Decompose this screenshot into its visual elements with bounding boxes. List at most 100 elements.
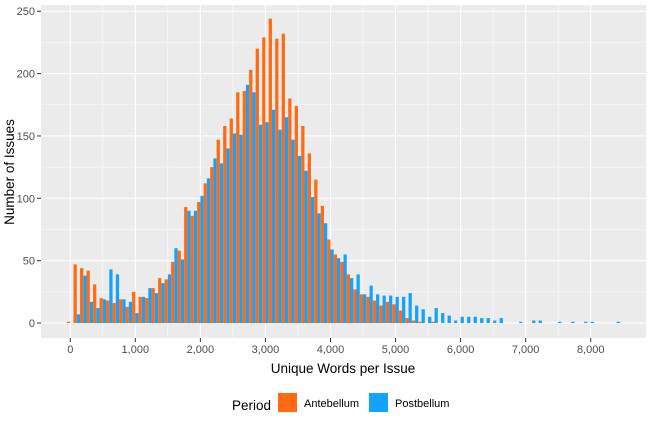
bar-antebellum [99,298,103,324]
x-tick-label: 4,000 [317,344,345,356]
bar-antebellum [106,300,110,324]
bar-postbellum [356,274,360,324]
y-tick-label: 50 [23,256,35,268]
bar-postbellum [271,109,276,324]
bar-postbellum [499,318,503,324]
x-tick-label: 8,000 [577,344,605,356]
legend-label-antebellum: Antebellum [304,398,359,410]
bar-antebellum [229,118,233,324]
bar-postbellum [96,308,100,324]
bar-postbellum [395,296,399,324]
bar-postbellum [141,296,146,324]
bar-antebellum [275,38,279,324]
bar-postbellum [102,299,107,324]
x-axis-title: Unique Words per Issue [271,361,416,376]
bars [67,18,620,324]
bar-antebellum [268,18,272,324]
bar-postbellum [389,295,393,324]
bar-postbellum [616,321,620,324]
bar-antebellum [67,321,71,324]
bar-postbellum [278,129,282,324]
x-tick-label: 2,000 [187,344,215,356]
legend-swatch-postbellum [369,393,388,412]
bar-postbellum [343,254,347,324]
bar-antebellum [80,268,84,324]
bar-postbellum [538,320,542,324]
bar-antebellum [327,239,331,324]
bar-postbellum [291,139,295,324]
y-tick-label: 150 [17,131,35,143]
bar-antebellum [145,298,149,324]
bar-antebellum [190,215,194,324]
bar-postbellum [252,92,256,324]
bar-postbellum [297,155,302,324]
bar-antebellum [132,291,136,324]
bar-antebellum [86,270,90,324]
bar-antebellum [151,288,155,324]
bar-antebellum [379,305,383,324]
bar-postbellum [519,321,523,324]
bar-postbellum [467,316,471,324]
bar-postbellum [369,285,373,324]
bar-antebellum [177,250,181,324]
x-tick-label: 5,000 [382,344,410,356]
bar-antebellum [164,279,168,324]
bar-postbellum [135,313,139,324]
bar-postbellum [421,309,425,324]
y-tick-label: 100 [17,193,35,205]
bar-postbellum [558,321,562,324]
bar-postbellum [382,295,386,324]
bar-postbellum [226,148,230,324]
bar-postbellum [83,275,87,324]
bar-antebellum [405,318,409,324]
bar-antebellum [158,278,162,324]
bar-antebellum [372,300,377,324]
bar-antebellum [307,153,311,324]
bar-postbellum [284,117,289,324]
bar-postbellum [310,197,315,324]
bar-antebellum [398,310,403,324]
bar-postbellum [363,294,367,324]
bar-postbellum [486,318,490,324]
bar-postbellum [460,316,464,324]
bar-postbellum [161,283,165,324]
bar-postbellum [376,294,380,324]
bar-antebellum [93,284,97,324]
bar-postbellum [219,163,224,324]
bar-antebellum [73,264,77,324]
bar-postbellum [480,318,484,324]
bar-antebellum [216,139,220,324]
bar-antebellum [385,301,390,324]
bar-postbellum [206,178,211,324]
legend: Period Antebellum Postbellum [232,393,449,413]
bar-antebellum [320,205,324,324]
bar-postbellum [493,320,497,324]
bar-postbellum [265,122,269,324]
bar-antebellum [346,274,351,324]
x-tick-label: 1,000 [122,344,150,356]
bar-antebellum [125,306,129,324]
bar-postbellum [428,316,432,324]
bar-postbellum [154,293,159,324]
x-tick-label: 6,000 [447,344,475,356]
bar-postbellum [441,313,445,324]
bar-postbellum [532,320,536,324]
bar-postbellum [473,316,477,324]
bar-postbellum [245,84,250,324]
bar-postbellum [148,288,152,324]
legend-title: Period [232,398,271,413]
bar-postbellum [200,195,204,324]
bar-postbellum [408,293,412,324]
bar-antebellum [294,106,298,324]
bar-postbellum [115,274,120,324]
y-axis-title: Number of Issues [2,119,17,225]
bar-antebellum [138,296,142,324]
bar-postbellum [571,321,575,324]
y-axis: 0 50 100 150 200 250 [17,6,41,330]
bar-antebellum [119,299,123,324]
bar-antebellum [210,167,214,324]
bar-antebellum [255,48,259,324]
bar-antebellum [203,183,207,324]
bar-postbellum [415,305,419,324]
